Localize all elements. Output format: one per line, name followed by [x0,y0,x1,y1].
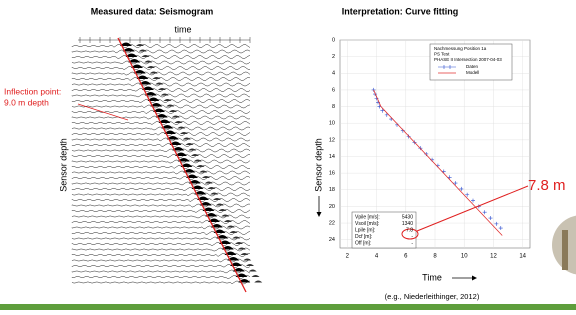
fit-label: Off [m]: [355,240,371,246]
y-tick-label: 24 [329,237,335,243]
time-label: time [174,24,191,34]
y-tick-label: 6 [332,87,335,93]
sensor-depth-label: Sensor depth [58,138,68,192]
fit-value: 5430 [402,214,413,220]
legend-label: Modell [466,70,479,75]
fit-label: Vsoil [m/s]: [355,221,379,227]
legend-header: PHASE II Intersection 2007-04-03 [434,57,502,62]
legend-header: PS Test [434,52,450,57]
y-tick-label: 8 [332,104,335,110]
y-tick-label: 12 [329,137,335,143]
y-tick-label: 22 [329,220,335,226]
y-tick-label: 14 [329,154,335,160]
footer-bar [0,304,576,310]
legend-header: Nachmessung Position 1a [434,46,487,51]
legend-label: Daten [466,64,479,69]
annotation: Inflection point: [4,86,61,96]
y-tick-label: 0 [332,37,335,43]
y-tick-label: 4 [332,71,335,77]
left-title: Measured data: Seismogram [91,6,214,16]
x-axis-label: Time [422,272,442,282]
fit-label: Vpile [m/s]: [355,214,380,220]
y-tick-label: 2 [332,54,335,60]
page: Measured data: Seismogram time Sensor de… [0,0,576,315]
y-axis-label: Sensor depth [313,138,323,192]
right-title: Interpretation: Curve fitting [342,6,459,16]
y-tick-label: 18 [329,187,335,193]
photo-detail [562,230,568,270]
y-tick-label: 20 [329,204,335,210]
slide: Measured data: Seismogram time Sensor de… [0,0,576,310]
citation: (e.g., Niederleithinger, 2012) [385,292,480,301]
y-tick-label: 10 [329,121,335,127]
fit-value: 7.8 [406,227,413,233]
annotation: 9.0 m depth [4,97,49,107]
fit-label: Lpile [m]: [355,227,375,233]
y-tick-label: 16 [329,171,335,177]
fit-label: Dcf [m]: [355,234,372,240]
callout: 7.8 m [528,177,566,194]
x-tick-label: 12 [490,254,497,260]
x-tick-label: 10 [461,254,468,260]
x-tick-label: 14 [519,254,526,260]
fit-value: 1340 [402,221,413,227]
